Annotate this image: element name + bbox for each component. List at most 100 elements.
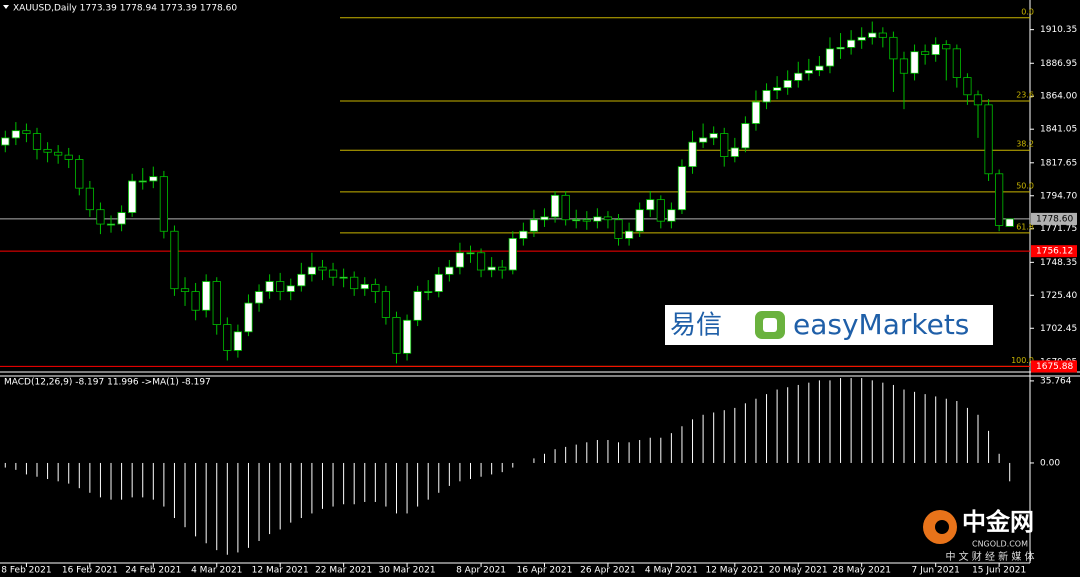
candle-body [952, 48, 961, 78]
candle-body [180, 288, 190, 292]
candle-body [466, 252, 475, 255]
candle-body [223, 324, 232, 351]
candle-body [22, 130, 31, 134]
candle-body [624, 230, 634, 239]
candle-body [709, 133, 718, 139]
candle-body [117, 212, 126, 225]
y-tick-label: 1771.75 [1040, 224, 1077, 234]
candle-body [646, 199, 655, 211]
candle-body [698, 137, 708, 143]
fib-label: 100.0 [1011, 356, 1034, 365]
candle-body [476, 252, 486, 271]
candle-body [445, 266, 454, 275]
candle-body [75, 159, 84, 189]
y-tick-label: 1794.70 [1040, 191, 1077, 201]
candle-body [455, 252, 465, 268]
candle-body [593, 216, 602, 222]
candle-body [878, 32, 887, 38]
candle-body [794, 72, 803, 81]
candle-body [128, 180, 137, 213]
price-label-box [1031, 212, 1077, 225]
candle-body [54, 151, 63, 156]
candle-body [149, 176, 158, 182]
price-label: 1675.88 [1036, 362, 1073, 372]
candle-body [984, 104, 993, 175]
y-tick-label: 0.00 [1040, 458, 1060, 468]
x-tick-label: 8 Apr 2021 [456, 566, 506, 576]
chart-title: XAUUSD,Daily 1773.39 1778.94 1773.39 177… [13, 4, 237, 14]
candle-body [265, 281, 274, 292]
candle-body [233, 331, 242, 351]
candle-body [434, 273, 443, 292]
x-tick-label: 28 May 2021 [832, 566, 891, 576]
y-tick-label: 1841.05 [1040, 125, 1077, 135]
candle-body [572, 219, 581, 222]
candle-body [688, 141, 697, 168]
x-tick-label: 22 Mar 2021 [315, 566, 372, 576]
y-tick-label: 1910.35 [1040, 25, 1077, 35]
price-label-box [1031, 245, 1077, 258]
candle-body [64, 154, 73, 160]
x-tick-label: 24 Feb 2021 [125, 566, 181, 576]
candle-body [508, 238, 517, 271]
candle-body [857, 36, 866, 41]
candle-body [138, 180, 147, 183]
candle-body [614, 219, 623, 239]
logo-en: easyMarkets [793, 308, 969, 341]
candle-body [762, 90, 771, 103]
candle-body [106, 223, 116, 226]
y-tick-label: 1748.35 [1040, 258, 1077, 268]
fib-label: 0.0 [1021, 7, 1034, 16]
candle-body [868, 32, 877, 38]
candle-body [212, 281, 221, 326]
x-tick-label: 15 Jun 2021 [972, 566, 1026, 576]
candle-body [286, 285, 295, 292]
candle-body [413, 291, 422, 321]
candle-body [276, 281, 285, 292]
y-tick-label: 1886.95 [1040, 59, 1077, 69]
candle-body [540, 216, 549, 221]
candle-body [910, 51, 919, 74]
candle-body [371, 283, 380, 292]
candle-body [244, 302, 253, 333]
candle-body [847, 39, 856, 48]
candle-body [773, 87, 782, 91]
candle-body [963, 77, 972, 96]
price-label: 1778.60 [1036, 214, 1073, 224]
logo: 易信 easyMarkets [665, 305, 993, 345]
candle-body [889, 36, 898, 60]
logo-icon-inner [763, 318, 777, 332]
candle-body [921, 51, 930, 55]
y-tick-label: 35.764 [1040, 376, 1072, 386]
candle-body [318, 266, 327, 271]
candle-body [931, 44, 940, 55]
x-tick-label: 12 May 2021 [705, 566, 764, 576]
candle-body [392, 317, 401, 354]
candle-body [730, 147, 739, 157]
macd-title: MACD(12,26,9) -8.197 11.996 ->MA(1) -8.1… [4, 378, 211, 388]
candle-body [529, 219, 539, 232]
fib-label: 61.8 [1016, 222, 1034, 231]
candle-body [582, 219, 591, 222]
y-tick-label: 1702.45 [1040, 324, 1077, 334]
candle-body [815, 65, 824, 71]
candle-body [519, 230, 528, 239]
y-tick-label: 1864.00 [1040, 92, 1077, 102]
fib-label: 38.2 [1016, 140, 1034, 149]
candle-body [254, 291, 264, 304]
candle-body [360, 283, 369, 290]
candle-body [550, 194, 560, 218]
candle-body [424, 291, 433, 293]
candle-body [1, 137, 10, 146]
x-tick-label: 4 Mar 2021 [191, 566, 242, 576]
candle-body [350, 276, 359, 290]
price-label: 1756.12 [1036, 247, 1073, 257]
candle-body [170, 230, 179, 290]
candle-body [836, 46, 845, 50]
x-tick-label: 30 Mar 2021 [379, 566, 436, 576]
candle-body [402, 319, 412, 354]
watermark-icon-inner [935, 520, 949, 534]
watermark-name: 中金网 [962, 508, 1034, 536]
